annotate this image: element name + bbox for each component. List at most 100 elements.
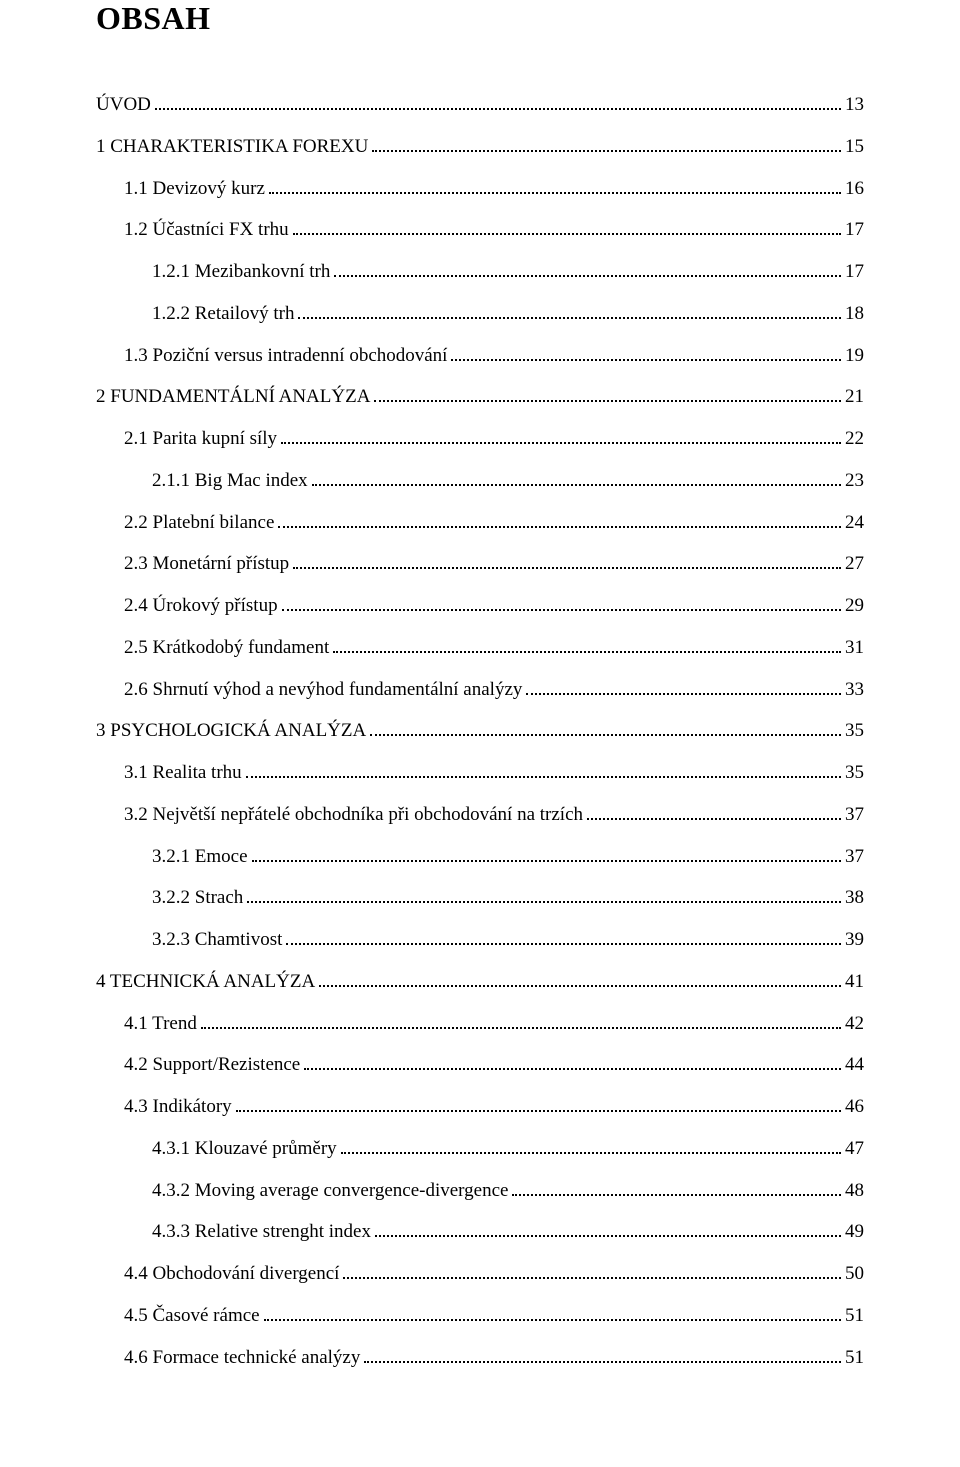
toc-entry-label: 2.6 Shrnutí výhod a nevýhod fundamentáln… [124, 678, 522, 702]
toc-entry: 1 CHARAKTERISTIKA FOREXU15 [96, 135, 864, 159]
dot-leader [282, 600, 841, 612]
toc-entry-label: 4.3.1 Klouzavé průměry [152, 1137, 337, 1161]
dot-leader [293, 224, 841, 236]
dot-leader [526, 683, 841, 695]
toc-entry-page: 51 [845, 1304, 864, 1328]
toc-entry-label: 2 FUNDAMENTÁLNÍ ANALÝZA [96, 385, 370, 409]
toc-entry: 1.2 Účastníci FX trhu 17 [96, 218, 864, 242]
toc-entry-label: 4.3 Indikátory [124, 1095, 232, 1119]
toc-entry: 2 FUNDAMENTÁLNÍ ANALÝZA 21 [96, 385, 864, 409]
dot-leader [372, 140, 841, 152]
toc-entry-label: 1.2 Účastníci FX trhu [124, 218, 289, 242]
toc-entry-label: 4.3.2 Moving average convergence-diverge… [152, 1179, 508, 1203]
dot-leader [451, 349, 841, 361]
dot-leader [319, 975, 841, 987]
dot-leader [247, 892, 841, 904]
dot-leader [246, 767, 841, 779]
dot-leader [341, 1142, 841, 1154]
dot-leader [587, 808, 841, 820]
toc-entry: 4.2 Support/Rezistence44 [96, 1053, 864, 1077]
dot-leader [286, 934, 841, 946]
toc-entry-label: 3.2.2 Strach [152, 886, 243, 910]
toc-entry-page: 46 [845, 1095, 864, 1119]
toc-entry-page: 35 [845, 761, 864, 785]
toc-entry-page: 48 [845, 1179, 864, 1203]
toc-entry: 4.6 Formace technické analýzy 51 [96, 1346, 864, 1370]
toc-entry-label: 1.2.1 Mezibankovní trh [152, 260, 330, 284]
dot-leader [304, 1059, 841, 1071]
toc-entry: 2.5 Krátkodobý fundament31 [96, 636, 864, 660]
dot-leader [269, 182, 841, 194]
toc-entry-label: 4.6 Formace technické analýzy [124, 1346, 360, 1370]
dot-leader [364, 1351, 841, 1363]
toc-entry: 4.3.3 Relative strenght index49 [96, 1220, 864, 1244]
toc-entry-page: 39 [845, 928, 864, 952]
toc-entry: 2.3 Monetární přístup27 [96, 552, 864, 576]
toc-entry-page: 13 [845, 93, 864, 117]
toc-entry-label: 2.5 Krátkodobý fundament [124, 636, 329, 660]
toc-entry-page: 51 [845, 1346, 864, 1370]
toc-entry: 1.2.2 Retailový trh18 [96, 302, 864, 326]
toc-entry-page: 49 [845, 1220, 864, 1244]
table-of-contents: ÚVOD 13 1 CHARAKTERISTIKA FOREXU15 1.1 Devi… [96, 93, 864, 1369]
dot-leader [252, 850, 841, 862]
toc-entry-label: 2.2 Platební bilance [124, 511, 274, 535]
toc-entry: 2.6 Shrnutí výhod a nevýhod fundamentáln… [96, 678, 864, 702]
dot-leader [293, 558, 841, 570]
toc-entry-page: 19 [845, 344, 864, 368]
toc-entry: 1.3 Poziční versus intradenní obchodován… [96, 344, 864, 368]
toc-entry: 1.2.1 Mezibankovní trh 17 [96, 260, 864, 284]
toc-entry-page: 23 [845, 469, 864, 493]
toc-entry: 2.2 Platební bilance 24 [96, 511, 864, 535]
dot-leader [343, 1268, 841, 1280]
dot-leader [512, 1184, 841, 1196]
dot-leader [155, 99, 841, 111]
toc-entry: 4.4 Obchodování divergencí50 [96, 1262, 864, 1286]
toc-entry-page: 47 [845, 1137, 864, 1161]
toc-entry-page: 27 [845, 552, 864, 576]
toc-entry: 4.5 Časové rámce 51 [96, 1304, 864, 1328]
toc-entry-label: 4.2 Support/Rezistence [124, 1053, 300, 1077]
dot-leader [298, 307, 841, 319]
toc-entry: 2.4 Úrokový přístup29 [96, 594, 864, 618]
toc-entry-page: 33 [845, 678, 864, 702]
toc-entry-page: 42 [845, 1012, 864, 1036]
toc-entry: 4 TECHNICKÁ ANALÝZA41 [96, 970, 864, 994]
dot-leader [333, 641, 841, 653]
dot-leader [334, 266, 841, 278]
toc-entry-page: 37 [845, 845, 864, 869]
toc-entry-page: 17 [845, 260, 864, 284]
toc-entry-page: 22 [845, 427, 864, 451]
toc-entry-label: 3.2.3 Chamtivost [152, 928, 282, 952]
toc-entry: 4.3.2 Moving average convergence-diverge… [96, 1179, 864, 1203]
toc-entry: 3 PSYCHOLOGICKÁ ANALÝZA35 [96, 719, 864, 743]
toc-entry: 4.1 Trend42 [96, 1012, 864, 1036]
toc-entry-label: 4.5 Časové rámce [124, 1304, 260, 1328]
toc-entry-label: 2.1.1 Big Mac index [152, 469, 308, 493]
toc-entry-label: 1.2.2 Retailový trh [152, 302, 294, 326]
toc-entry-label: 2.1 Parita kupní síly [124, 427, 277, 451]
dot-leader [201, 1017, 841, 1029]
toc-entry-page: 24 [845, 511, 864, 535]
page-title: OBSAH [96, 0, 864, 37]
toc-entry: 3.2.2 Strach 38 [96, 886, 864, 910]
document-page: OBSAH ÚVOD 13 1 CHARAKTERISTIKA FOREXU15 1.… [0, 0, 960, 1467]
toc-entry-page: 41 [845, 970, 864, 994]
toc-entry: 1.1 Devizový kurz16 [96, 177, 864, 201]
toc-entry-page: 21 [845, 385, 864, 409]
toc-entry-label: 3.1 Realita trhu [124, 761, 242, 785]
dot-leader [236, 1101, 841, 1113]
toc-entry: 3.2.1 Emoce37 [96, 845, 864, 869]
toc-entry-label: 3.2 Největší nepřátelé obchodníka při ob… [124, 803, 583, 827]
toc-entry-page: 17 [845, 218, 864, 242]
dot-leader [374, 391, 841, 403]
toc-entry: 3.2 Největší nepřátelé obchodníka při ob… [96, 803, 864, 827]
toc-entry: 2.1 Parita kupní síly 22 [96, 427, 864, 451]
toc-entry: 4.3.1 Klouzavé průměry 47 [96, 1137, 864, 1161]
toc-entry-page: 38 [845, 886, 864, 910]
toc-entry-label: 1 CHARAKTERISTIKA FOREXU [96, 135, 368, 159]
toc-entry: 3.2.3 Chamtivost 39 [96, 928, 864, 952]
toc-entry: 3.1 Realita trhu 35 [96, 761, 864, 785]
toc-entry: 4.3 Indikátory 46 [96, 1095, 864, 1119]
toc-entry-label: ÚVOD [96, 93, 151, 117]
